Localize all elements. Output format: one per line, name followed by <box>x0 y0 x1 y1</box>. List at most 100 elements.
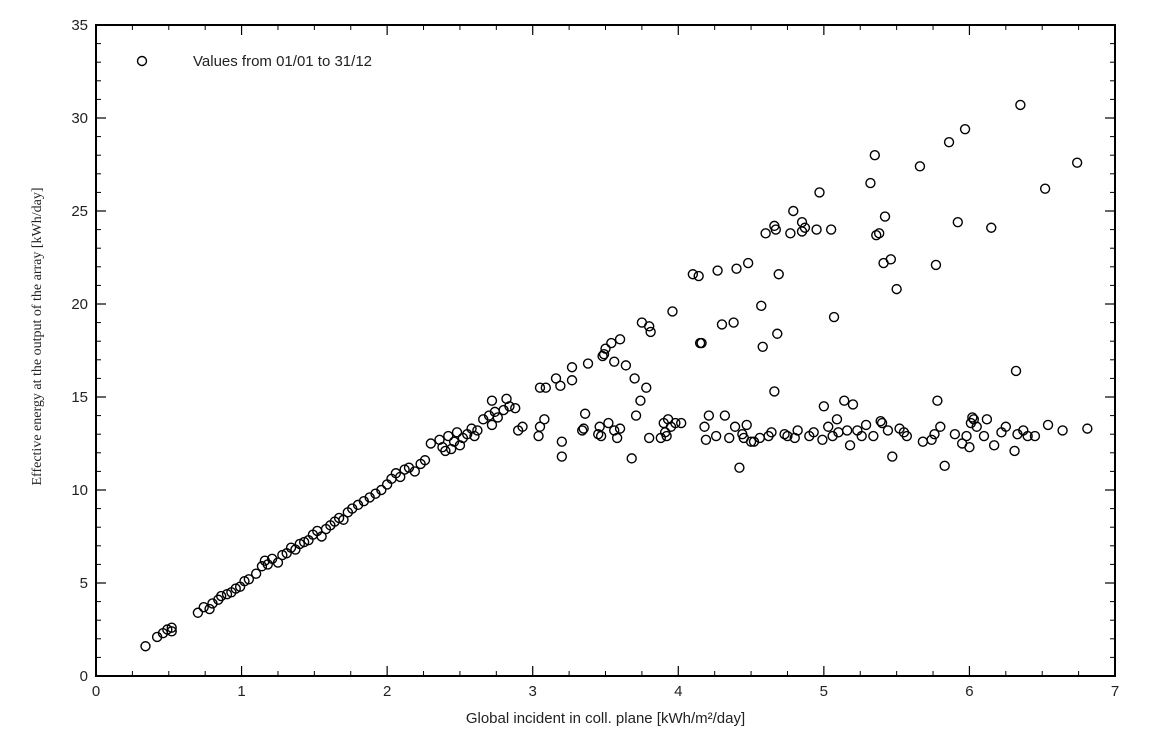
data-point <box>716 319 728 330</box>
data-point <box>501 393 512 405</box>
data-point <box>272 557 284 568</box>
data-point <box>871 229 882 241</box>
data-point <box>760 228 771 239</box>
data-point <box>510 402 521 414</box>
data-point <box>1057 425 1068 436</box>
data-point <box>598 349 610 360</box>
data-point <box>577 425 588 436</box>
data-point <box>693 270 704 282</box>
data-point <box>556 451 568 462</box>
data-point <box>869 149 881 161</box>
data-point <box>696 337 707 349</box>
data-point <box>901 430 913 442</box>
y-tick-label: 25 <box>71 203 88 220</box>
data-point <box>860 419 872 431</box>
data-point <box>250 568 262 579</box>
data-point <box>734 462 745 473</box>
y-tick-label: 15 <box>71 389 88 406</box>
data-point <box>486 395 498 406</box>
data-point <box>1000 421 1012 432</box>
data-point <box>645 326 656 338</box>
data-point <box>539 414 550 425</box>
legend-marker <box>136 55 148 67</box>
data-point <box>243 574 255 585</box>
data-point <box>929 429 940 440</box>
data-point <box>626 453 637 464</box>
data-point <box>847 399 859 410</box>
data-point <box>534 421 546 432</box>
data-point <box>699 421 710 432</box>
data-point <box>700 434 712 445</box>
data-point <box>469 430 480 442</box>
data-point <box>555 380 566 392</box>
data-point <box>811 224 822 235</box>
data-point <box>772 328 783 339</box>
y-tick-label: 0 <box>80 668 88 685</box>
data-point <box>140 641 151 652</box>
data-point <box>773 269 784 280</box>
data-point <box>550 373 562 384</box>
data-point <box>873 228 885 239</box>
data-point <box>316 531 327 542</box>
y-tick-label: 35 <box>71 17 88 34</box>
data-point <box>338 514 349 525</box>
data-point <box>204 603 215 615</box>
data-point <box>766 427 777 438</box>
data-point <box>839 395 850 406</box>
data-point <box>856 430 867 442</box>
data-point <box>828 311 840 323</box>
data-point <box>1082 423 1093 434</box>
data-point <box>579 408 591 419</box>
data-point <box>593 429 604 440</box>
data-point <box>887 451 898 462</box>
data-point <box>540 382 552 393</box>
data-point <box>891 283 902 295</box>
data-point <box>770 224 782 235</box>
data-point <box>256 561 268 572</box>
data-point <box>486 419 498 431</box>
data-point <box>935 421 946 432</box>
x-tick-label: 5 <box>820 683 828 700</box>
data-point <box>667 306 678 317</box>
data-point <box>731 263 742 274</box>
data-point <box>603 417 614 429</box>
data-point <box>729 421 741 432</box>
data-point <box>620 360 632 371</box>
data-point <box>792 425 803 436</box>
x-tick-label: 6 <box>965 683 973 700</box>
data-point <box>1015 99 1026 111</box>
data-point <box>930 259 942 271</box>
data-point <box>635 395 646 406</box>
points-layer <box>140 99 1093 652</box>
data-point <box>472 425 483 436</box>
data-point <box>943 136 955 148</box>
legend-label: Values from 01/01 to 31/12 <box>193 53 372 70</box>
x-tick-label: 3 <box>529 683 537 700</box>
y-tick-label: 30 <box>71 110 88 127</box>
data-point <box>534 382 546 393</box>
data-point <box>719 410 731 421</box>
data-point <box>440 445 451 457</box>
y-tick-label: 10 <box>71 482 88 499</box>
data-point <box>876 417 888 429</box>
data-point <box>641 382 652 393</box>
data-point <box>643 321 655 332</box>
data-point <box>961 430 972 442</box>
data-point <box>952 216 963 228</box>
data-point <box>967 412 978 423</box>
data-point <box>742 257 754 269</box>
data-point <box>1022 430 1033 442</box>
data-point <box>926 434 937 445</box>
data-point <box>517 421 528 432</box>
data-point <box>1029 430 1041 442</box>
data-point <box>1042 419 1054 431</box>
data-point <box>978 430 990 442</box>
data-point <box>600 343 611 354</box>
data-point <box>769 386 780 397</box>
x-tick-label: 1 <box>237 683 245 700</box>
data-point <box>566 362 578 373</box>
data-point <box>875 415 886 427</box>
data-point <box>556 436 568 447</box>
data-point <box>192 607 204 618</box>
